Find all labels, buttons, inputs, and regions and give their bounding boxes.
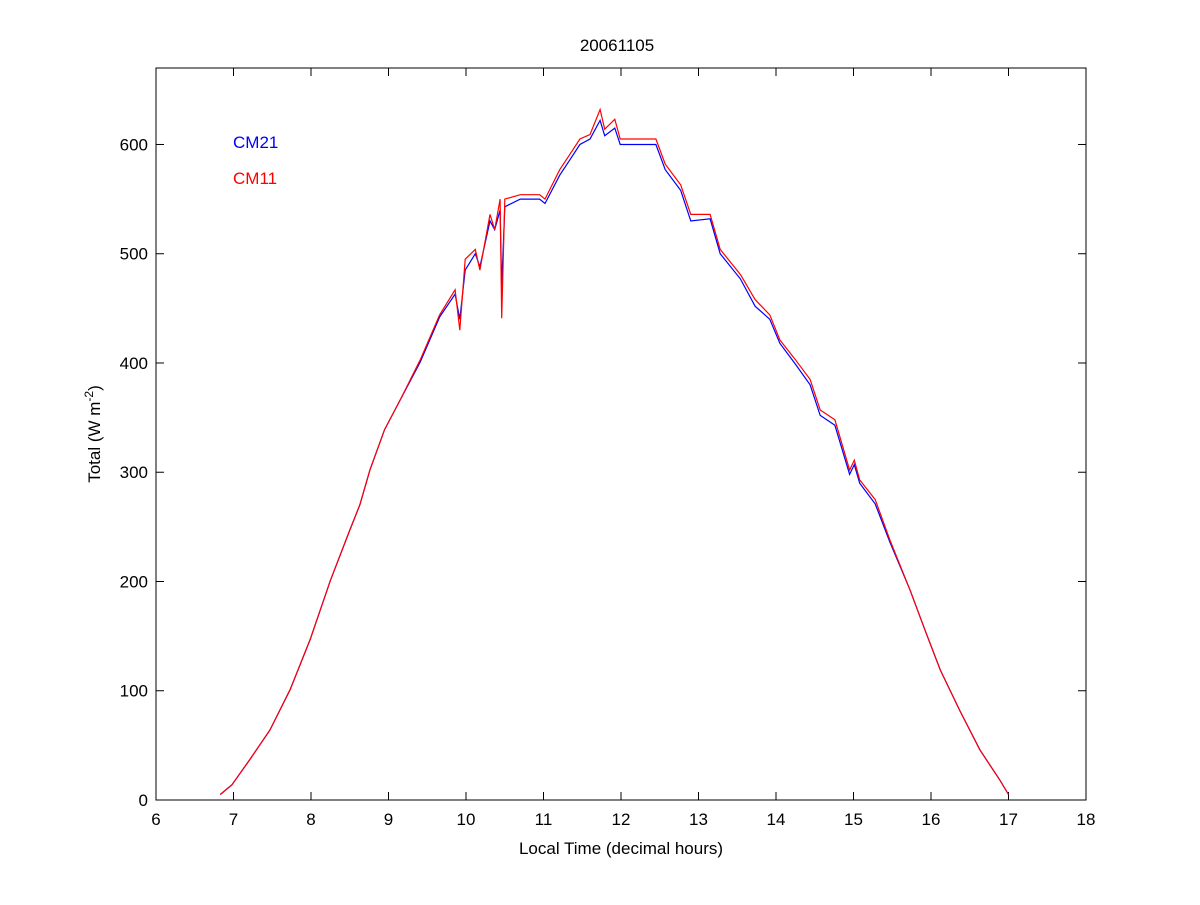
x-tick-label: 16 xyxy=(922,810,941,829)
x-tick-label: 14 xyxy=(767,810,786,829)
x-tick-label: 12 xyxy=(612,810,631,829)
legend-cm21: CM21 xyxy=(233,133,278,152)
plot-area xyxy=(155,67,1087,801)
y-tick-label: 200 xyxy=(120,572,148,591)
x-tick-label: 13 xyxy=(689,810,708,829)
y-tick-label: 500 xyxy=(120,245,148,264)
x-tick-label: 10 xyxy=(457,810,476,829)
y-axis-label-superscript: -2 xyxy=(82,391,96,402)
x-tick-label: 7 xyxy=(229,810,238,829)
y-tick-label: 100 xyxy=(120,682,148,701)
x-tick-label: 18 xyxy=(1077,810,1096,829)
x-tick-label: 9 xyxy=(384,810,393,829)
y-tick-label: 300 xyxy=(120,463,148,482)
series-line-cm11 xyxy=(219,107,1010,795)
y-axis-label: Total (W m-2) xyxy=(82,385,104,483)
y-tick-label: 600 xyxy=(120,135,148,154)
x-tick-label: 15 xyxy=(844,810,863,829)
chart-title: 20061105 xyxy=(580,36,654,55)
x-tick-label: 17 xyxy=(999,810,1018,829)
y-tick-label: 0 xyxy=(139,791,148,810)
x-tick-label: 11 xyxy=(535,810,553,829)
y-axis-label-close: ) xyxy=(85,385,104,391)
y-tick-label: 400 xyxy=(120,354,148,373)
legend-cm11: CM11 xyxy=(233,169,277,188)
x-tick-label: 6 xyxy=(151,810,160,829)
x-tick-label: 8 xyxy=(306,810,315,829)
x-axis-label: Local Time (decimal hours) xyxy=(519,839,723,858)
y-axis-label-main: Total (W m xyxy=(85,402,104,483)
